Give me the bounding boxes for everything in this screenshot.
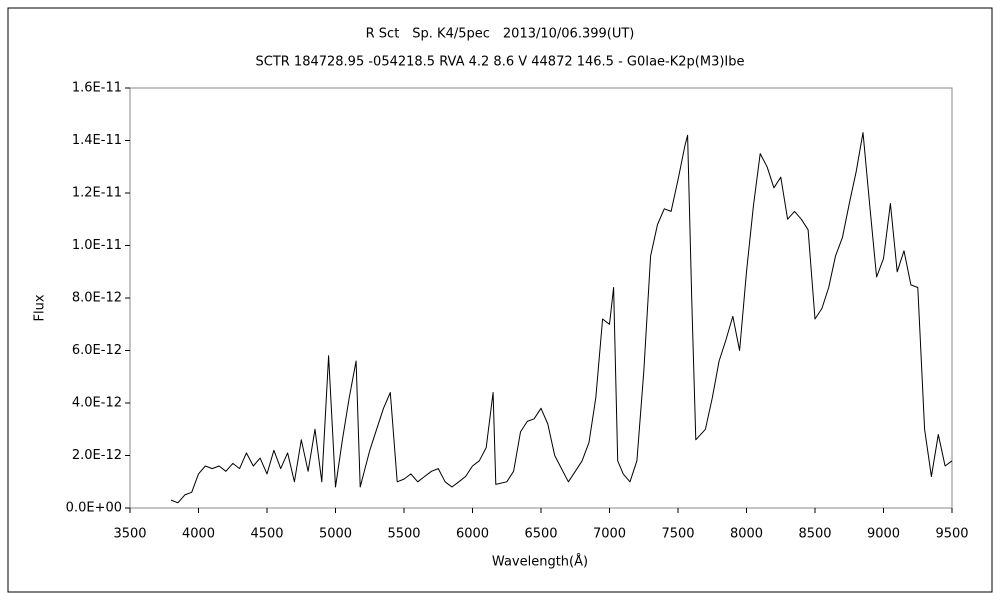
x-tick-label: 8000	[730, 527, 763, 542]
y-tick-label: 6.0E-12	[72, 343, 122, 358]
spectrum-line	[170, 132, 953, 504]
x-tick-label: 6000	[456, 527, 489, 542]
x-tick-label: 9000	[867, 527, 900, 542]
x-tick-label: 7500	[661, 527, 694, 542]
x-tick-label: 4000	[182, 527, 215, 542]
x-tick-label: 3500	[113, 527, 146, 542]
x-tick-label: 8500	[798, 527, 831, 542]
x-tick-label: 5000	[319, 527, 352, 542]
y-tick-label: 2.0E-12	[72, 448, 122, 463]
y-tick-label: 8.0E-12	[72, 291, 122, 306]
y-axis-label: Flux	[33, 294, 48, 321]
x-tick-label: 5500	[387, 527, 420, 542]
y-tick-label: 0.0E+00	[66, 501, 122, 516]
x-tick-label: 4500	[250, 527, 283, 542]
y-tick-label: 1.6E-11	[72, 81, 122, 96]
x-tick-label: 7000	[593, 527, 626, 542]
chart-title: R Sct Sp. K4/5pec 2013/10/06.399(UT)	[366, 27, 635, 42]
x-tick-label: 6500	[524, 527, 557, 542]
chart-subtitle: SCTR 184728.95 -054218.5 RVA 4.2 8.6 V 4…	[255, 55, 744, 70]
y-tick-label: 1.4E-11	[72, 133, 122, 148]
y-tick-label: 1.2E-11	[72, 186, 122, 201]
y-tick-label: 1.0E-11	[72, 238, 122, 253]
chart-frame	[7, 7, 993, 593]
x-tick-label: 9500	[935, 527, 968, 542]
y-tick-label: 4.0E-12	[72, 396, 122, 411]
x-axis-label: Wavelength(Å)	[492, 554, 588, 570]
